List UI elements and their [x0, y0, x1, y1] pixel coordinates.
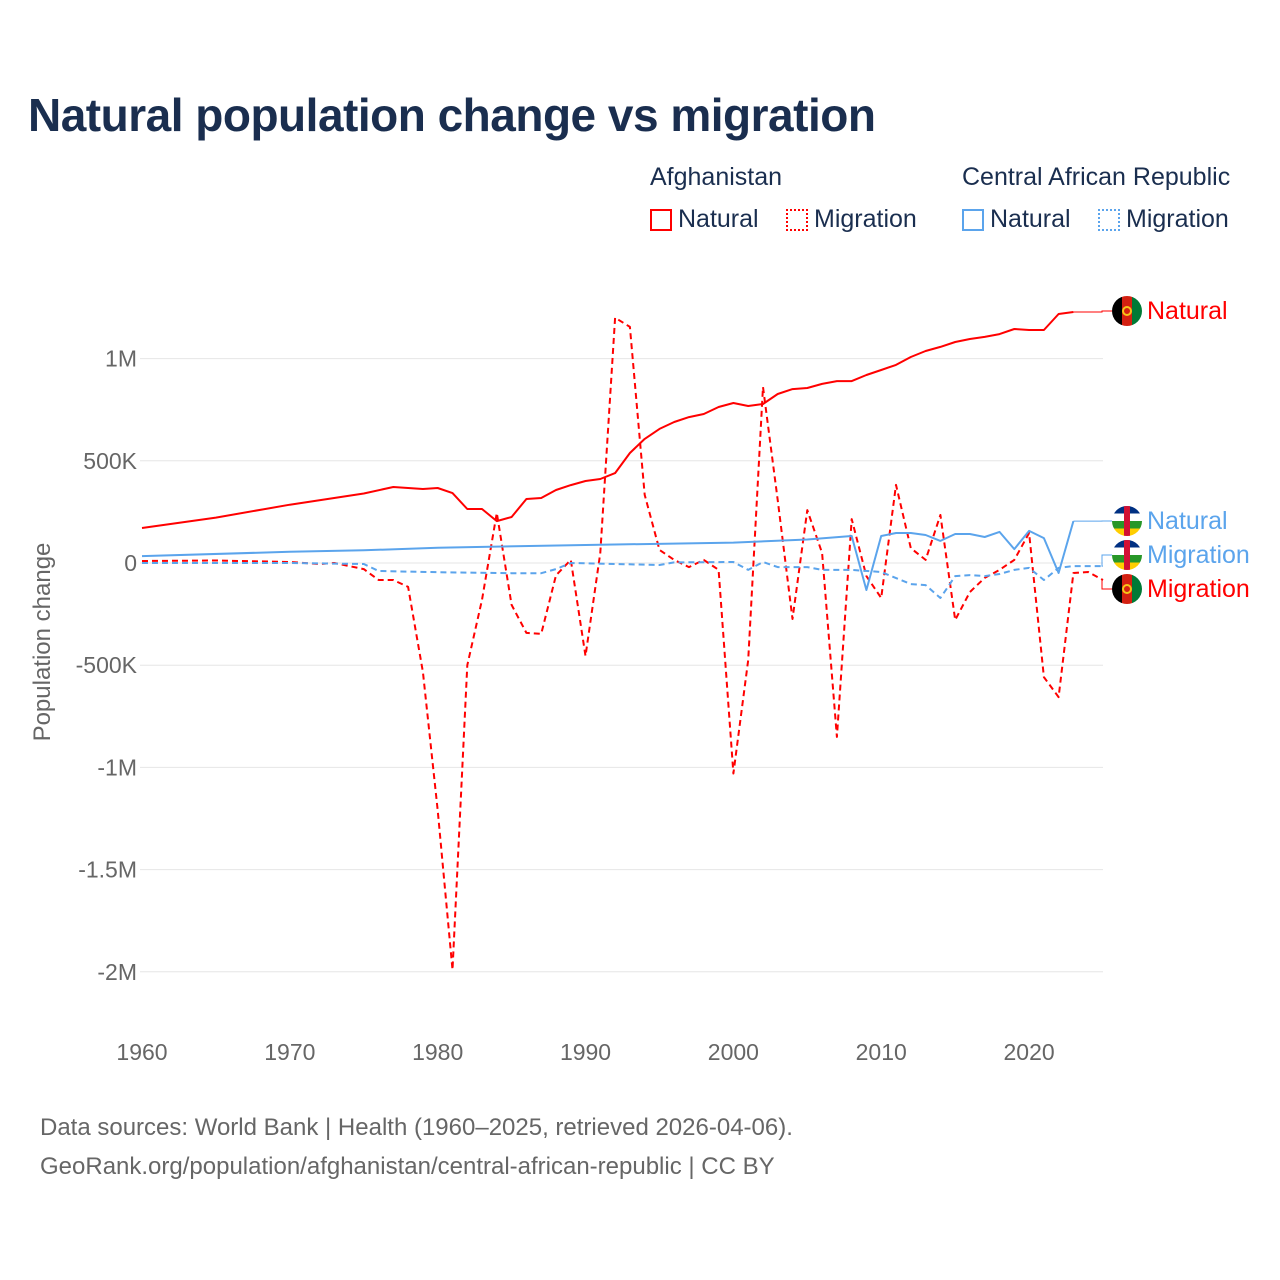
y-tick-label: -1M — [97, 754, 137, 780]
legend-afghanistan-natural[interactable]: Natural — [650, 205, 759, 234]
car-flag-icon — [1112, 506, 1142, 536]
end-label: Migration — [1147, 575, 1250, 603]
y-tick-label: -2M — [97, 959, 137, 985]
series-line-afghanistan-natural — [141, 311, 1074, 529]
afghanistan-flag-icon — [1112, 296, 1142, 326]
y-tick-label: -500K — [76, 652, 138, 678]
x-tick-label: 1970 — [264, 1039, 315, 1065]
legend-afghanistan-migration[interactable]: Migration — [786, 205, 917, 234]
series-line-afghanistan-migration — [141, 316, 1104, 971]
x-tick-label: 1990 — [560, 1039, 611, 1065]
legend-group-car: Central African Republic — [962, 163, 1231, 191]
x-tick-label: 2000 — [708, 1039, 759, 1065]
legend-car-migration[interactable]: Migration — [1098, 205, 1229, 234]
label-connector — [1101, 579, 1112, 590]
source-link[interactable]: GeoRank.org/population/afghanistan/centr… — [40, 1153, 775, 1180]
legend-car-natural[interactable]: Natural — [962, 205, 1071, 234]
afghanistan-flag-icon — [1112, 574, 1142, 604]
legend-label: Migration — [814, 205, 917, 233]
dotted-swatch-icon — [1098, 208, 1120, 231]
footer: Data sources: World Bank | Health (1960–… — [40, 1108, 793, 1186]
x-tick-label: 1960 — [116, 1039, 167, 1065]
source-note: Data sources: World Bank | Health (1960–… — [40, 1114, 793, 1141]
y-tick-label: 500K — [83, 448, 137, 474]
y-tick-label: 1M — [105, 346, 137, 372]
y-tick-label: -1.5M — [78, 857, 137, 883]
series-line-central-african-republic-migration — [142, 561, 1103, 599]
legend-label: Natural — [990, 205, 1071, 233]
end-label: Natural — [1147, 297, 1228, 325]
solid-swatch-icon — [650, 208, 672, 231]
y-axis-label: Population change — [29, 543, 56, 742]
x-tick-label: 1980 — [412, 1039, 463, 1065]
solid-swatch-icon — [962, 208, 984, 231]
x-tick-label: 2020 — [1003, 1039, 1054, 1065]
label-connector — [1073, 310, 1112, 313]
label-connector — [1101, 554, 1112, 567]
legend-group-afghanistan: Afghanistan — [650, 163, 783, 191]
end-label: Migration — [1147, 541, 1250, 569]
end-label: Natural — [1147, 507, 1228, 535]
series-line-central-african-republic-natural — [141, 520, 1075, 591]
chart-title: Natural population change vs migration — [28, 89, 876, 141]
x-tick-label: 2010 — [856, 1039, 907, 1065]
car-flag-icon — [1112, 540, 1142, 570]
dotted-swatch-icon — [786, 208, 808, 231]
y-tick-label: 0 — [124, 550, 137, 576]
legend-label: Natural — [678, 205, 759, 233]
legend-label: Migration — [1126, 205, 1229, 233]
